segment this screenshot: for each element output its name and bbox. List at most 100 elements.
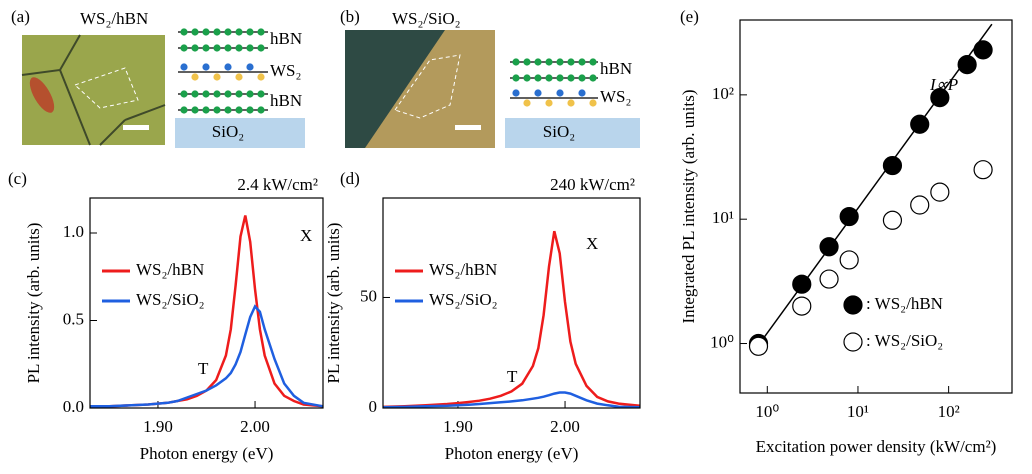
series-line (382, 230, 641, 409)
panel-a (21, 34, 305, 148)
y-axis-label: PL intensity (arb. units) (324, 223, 343, 384)
marker (930, 88, 950, 108)
substrate-label: SiO₂ (543, 122, 575, 141)
atom (246, 106, 254, 114)
layer-label: WS₂ (270, 61, 301, 80)
atom (202, 44, 210, 52)
y-tick-label: 1.0 (63, 222, 84, 241)
x-tick-label: 2.00 (550, 417, 580, 436)
atom (545, 74, 553, 82)
y-tick-label: 50 (360, 286, 377, 305)
atom (202, 28, 210, 36)
atom (235, 28, 243, 36)
legend-label: : WS₂/hBN (866, 294, 943, 313)
plot-frame (89, 197, 324, 409)
chart: (d) 1.90 2.00 0 50 Photon energy (eV) PL inten… (324, 169, 641, 463)
x-tick-label: 10⁰ (755, 402, 779, 421)
marker (882, 155, 903, 176)
layer-label: hBN (270, 29, 302, 48)
atom (202, 106, 210, 114)
caption: WS₂/SiO₂ (392, 9, 461, 28)
atom (523, 99, 531, 107)
y-tick-label: 10² (712, 84, 734, 103)
atom (235, 44, 243, 52)
power-label: 2.4 kW/cm² (237, 175, 318, 194)
layer-label: hBN (600, 59, 632, 78)
atom (589, 74, 597, 82)
atom (556, 74, 564, 82)
atom (191, 90, 199, 98)
panel-label: (c) (8, 169, 27, 188)
chart: (c) 1.90 2.00 0.0 0.5 1.0 Photon energy (eV) PL… (8, 169, 324, 463)
x-tick-label: 1.90 (443, 417, 473, 436)
marker (839, 250, 859, 270)
atom (257, 106, 265, 114)
atom (257, 73, 265, 81)
legend-label: WS₂/hBN (429, 260, 497, 279)
x-tick-label: 2.00 (240, 417, 270, 436)
atom (213, 44, 221, 52)
atom (235, 73, 243, 81)
atom (567, 58, 575, 66)
marker (882, 210, 903, 230)
scale-bar (123, 125, 149, 130)
marker (910, 195, 930, 215)
y-tick-label: 10¹ (712, 208, 734, 227)
marker (930, 182, 950, 202)
atom (213, 106, 221, 114)
y-axis-label: Integrated PL intensity (arb. units) (679, 89, 698, 323)
atom (191, 28, 199, 36)
atom (235, 90, 243, 98)
atom (213, 28, 221, 36)
atom (202, 90, 210, 98)
annotation: X (586, 234, 598, 253)
x-tick-label: 1.90 (143, 417, 173, 436)
outline (394, 54, 461, 119)
scale-bar (455, 125, 481, 130)
legend-label: WS₂/SiO₂ (136, 290, 205, 309)
atom (191, 106, 199, 114)
atom (180, 90, 188, 98)
atom (523, 58, 531, 66)
y-tick-label: 0 (369, 397, 378, 416)
atom (180, 63, 188, 71)
marker (973, 40, 993, 60)
atom (257, 90, 265, 98)
atom (534, 89, 542, 97)
panel-b (345, 30, 640, 148)
marker (819, 237, 839, 257)
atom (257, 44, 265, 52)
legend-label: WS₂/SiO₂ (429, 290, 498, 309)
legend-marker (843, 332, 863, 352)
legend-label: : WS₂/SiO₂ (866, 331, 943, 350)
annotation: T (198, 359, 209, 378)
atom (589, 99, 597, 107)
layer-label: WS₂ (600, 87, 631, 106)
power-label: 240 kW/cm² (550, 175, 635, 194)
panel-label: (b) (340, 7, 360, 26)
atom (191, 73, 199, 81)
atom (523, 74, 531, 82)
atom (556, 89, 564, 97)
legend-marker (843, 295, 863, 315)
panel-label: (e) (680, 7, 699, 26)
x-tick-label: 10¹ (847, 402, 869, 421)
substrate-region (345, 30, 445, 148)
annotation: X (300, 226, 312, 245)
caption: WS₂/hBN (80, 9, 148, 28)
atom (578, 74, 586, 82)
atom (180, 28, 188, 36)
atom (534, 74, 542, 82)
substrate-label: SiO₂ (212, 122, 244, 141)
annotation: T (507, 367, 518, 386)
atom (589, 58, 597, 66)
atom (567, 74, 575, 82)
panel-label: (a) (11, 7, 30, 26)
atom (224, 28, 232, 36)
atom (545, 99, 553, 107)
flake-edge (21, 34, 166, 146)
atom (191, 44, 199, 52)
atom (235, 106, 243, 114)
atom (246, 90, 254, 98)
